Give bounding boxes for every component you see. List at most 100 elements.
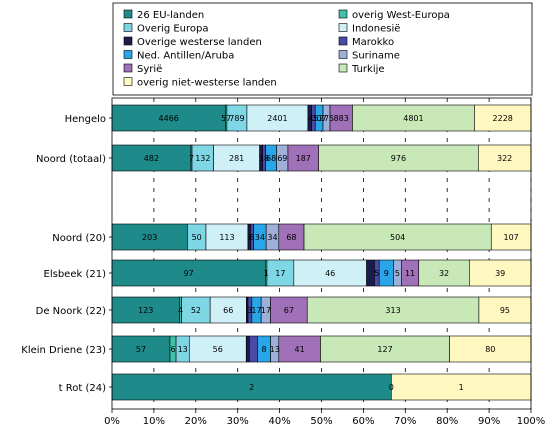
category-label: Hengelo — [65, 114, 106, 125]
legend-box — [112, 2, 533, 96]
data-label: 2 — [249, 383, 254, 392]
bar-segment — [213, 144, 260, 172]
data-label: 7 — [247, 233, 252, 242]
data-label: 13 — [270, 345, 280, 354]
bar-segment — [391, 373, 532, 401]
legend-swatch — [338, 50, 348, 59]
bar-segment — [418, 259, 470, 287]
data-label: 32 — [439, 269, 449, 278]
legend-swatch — [123, 36, 133, 46]
bar-segment — [287, 144, 319, 172]
bar-segment — [352, 104, 475, 132]
legend-label: Overig Europa — [137, 24, 209, 35]
bar-segment — [188, 335, 247, 363]
bar-segment — [478, 296, 532, 324]
data-label: 80 — [485, 345, 495, 354]
data-label: 482 — [144, 154, 159, 163]
legend-swatch — [123, 9, 133, 19]
data-label: 34 — [255, 233, 265, 242]
data-label: 107 — [503, 233, 518, 242]
x-tick-label: 60% — [352, 416, 374, 427]
data-label: 4 — [178, 306, 183, 315]
gridlines — [153, 98, 532, 409]
data-label: 68 — [286, 233, 296, 242]
data-label: 313 — [385, 306, 400, 315]
legend-item: Indonesië — [338, 23, 400, 35]
data-label: 113 — [219, 233, 234, 242]
data-label: 4801 — [403, 114, 423, 123]
data-label: 0 — [389, 383, 394, 392]
data-label: 66 — [223, 306, 233, 315]
data-label: 46 — [325, 269, 335, 278]
legend-swatch — [338, 63, 348, 73]
x-tick-label: 100% — [517, 416, 546, 427]
data-label: 322 — [497, 154, 512, 163]
legend-swatch — [123, 63, 133, 73]
x-tick-label: 70% — [394, 416, 416, 427]
legend-swatch — [338, 23, 348, 32]
data-label: 68 — [266, 154, 276, 163]
data-label: 203 — [142, 233, 157, 242]
data-label: 11 — [405, 269, 415, 278]
data-label: 187 — [296, 154, 311, 163]
legend: 26 EU-landen overig West-Europa Overig Eur… — [112, 2, 533, 96]
bar-segment — [469, 259, 532, 287]
legend-label: Turkije — [351, 64, 385, 75]
category-label: Elsbeek (21) — [44, 269, 107, 280]
data-label: 13 — [178, 345, 188, 354]
legend-item: Turkije — [338, 63, 385, 75]
data-label: 3 — [247, 306, 252, 315]
legend-label: Indonesië — [352, 24, 400, 35]
bar-segment — [245, 335, 250, 363]
data-label: 883 — [334, 114, 349, 123]
data-label: 34 — [267, 233, 277, 242]
category-label: Klein Driene (23) — [21, 345, 106, 356]
data-label: 8 — [261, 345, 266, 354]
data-label: 132 — [195, 154, 210, 163]
data-label: 57 — [136, 345, 146, 354]
category-label: t Rot (24) — [59, 383, 106, 394]
bar-segment — [318, 144, 479, 172]
bar-segment — [205, 223, 249, 251]
bar-segment — [320, 335, 450, 363]
data-label: 18 — [259, 154, 269, 163]
legend-label: overig niet-westerse landen — [137, 78, 277, 89]
legend-swatch — [123, 23, 133, 32]
data-label: 9 — [384, 269, 389, 278]
data-label: 17 — [275, 269, 285, 278]
legend-swatch — [338, 36, 348, 46]
data-label: 4466 — [159, 114, 179, 123]
data-label: 67 — [284, 306, 294, 315]
x-tick-label: 20% — [185, 416, 207, 427]
legend-label: 26 EU-landen — [137, 10, 204, 21]
bar-segment — [477, 144, 532, 172]
data-label: 41 — [295, 345, 305, 354]
data-label: 281 — [229, 154, 244, 163]
data-label: 45 — [308, 114, 318, 123]
legend-label: Syrië — [137, 64, 162, 75]
data-label: 8 — [249, 233, 254, 242]
x-tick-label: 90% — [478, 416, 500, 427]
legend-swatch — [338, 9, 348, 19]
legend-label: Suriname — [352, 51, 400, 62]
data-label: 7 — [189, 154, 194, 163]
legend-item: Overige westerse landen — [123, 36, 262, 48]
category-label: Noord (totaal) — [36, 154, 106, 165]
legend-label: Ned. Antillen/Aruba — [137, 51, 234, 62]
bar-segment — [270, 296, 308, 324]
data-label: 789 — [229, 114, 244, 123]
data-label: 2401 — [267, 114, 287, 123]
bar-segment — [278, 223, 305, 251]
data-label: 976 — [391, 154, 406, 163]
legend-item: Ned. Antillen/Aruba — [123, 50, 234, 62]
legend-swatch — [123, 50, 133, 59]
data-label: 17 — [261, 306, 271, 315]
x-tick-label: 40% — [268, 416, 290, 427]
data-label: 56 — [213, 345, 223, 354]
legend-label: overig West-Europa — [352, 10, 450, 21]
bar-segment — [303, 223, 492, 251]
legend-item: Syrië — [123, 63, 162, 75]
bar-segment — [248, 335, 258, 363]
x-tick-label: 50% — [310, 416, 332, 427]
